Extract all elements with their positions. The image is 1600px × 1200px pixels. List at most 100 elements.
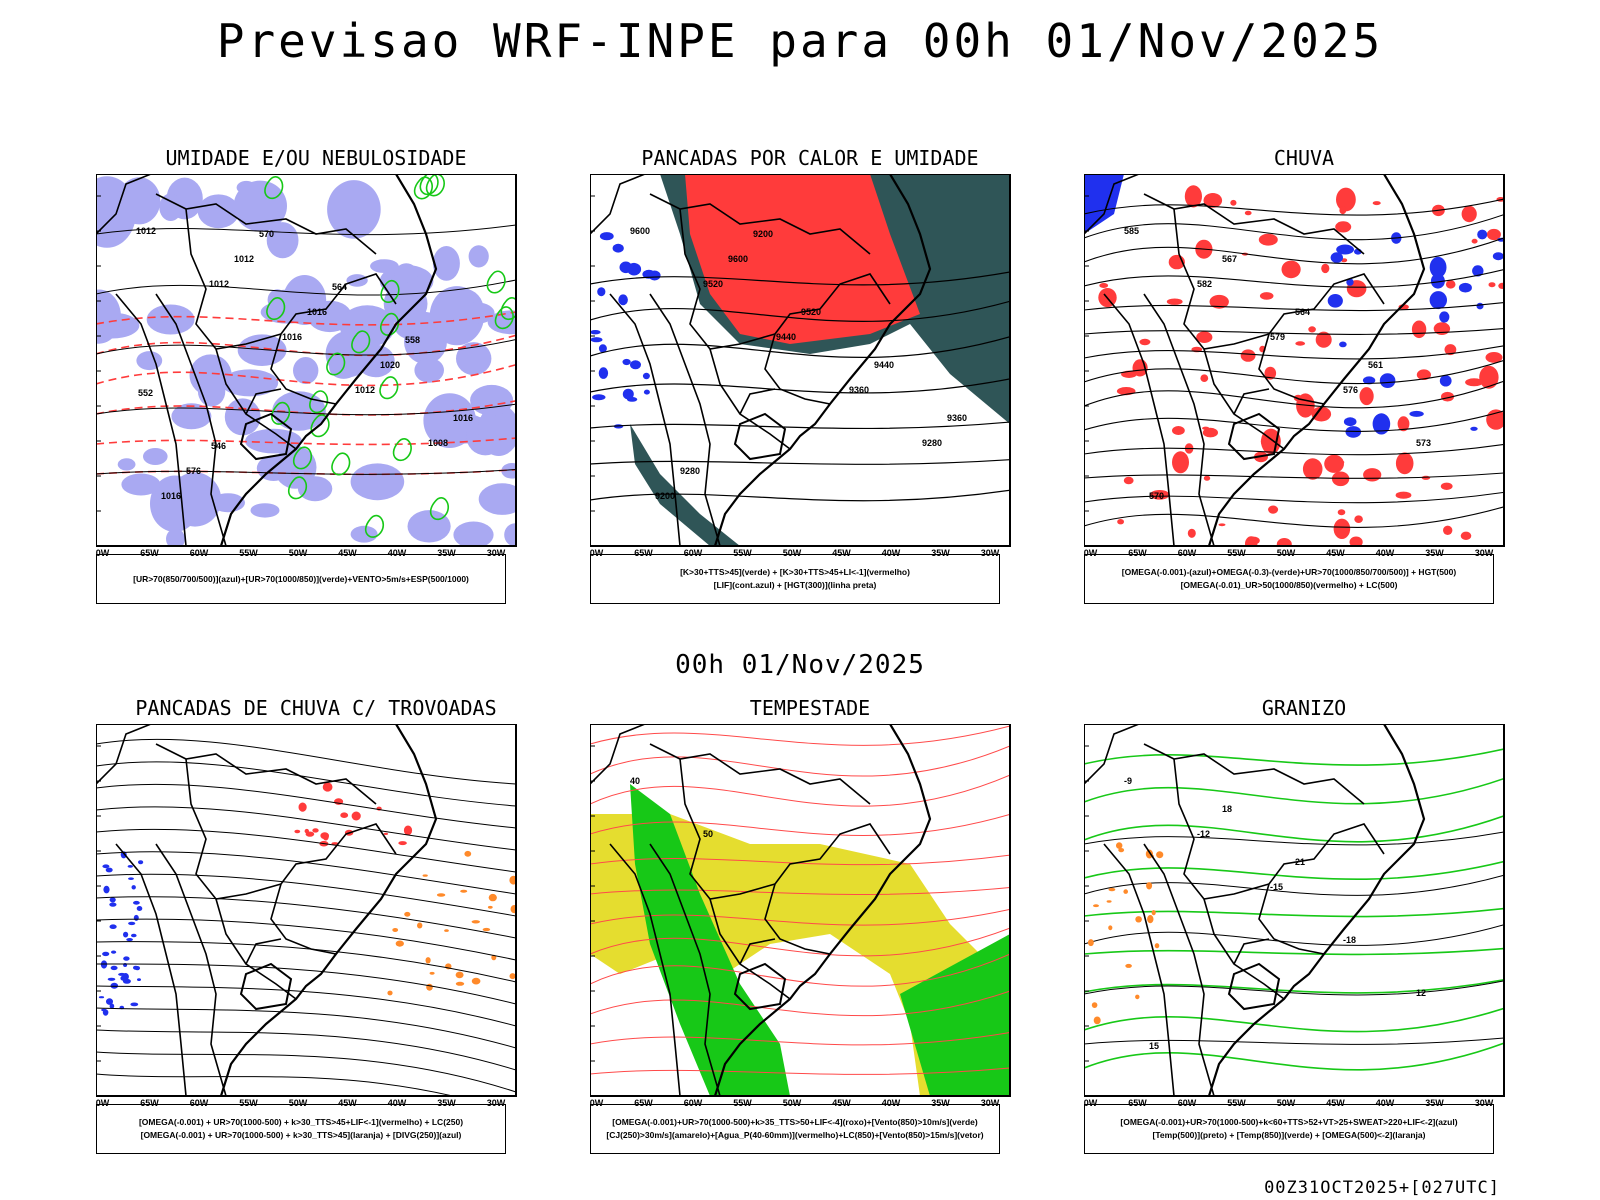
coastline [1207, 724, 1426, 1096]
state-border [609, 843, 681, 1096]
rain-red-area [1196, 331, 1213, 343]
contour-label: 1016 [161, 491, 181, 501]
lon-tick-label: 70W [590, 548, 604, 558]
humidity-azul-area [118, 177, 161, 225]
divg-blue-area [109, 902, 117, 907]
uruguay-border [1227, 962, 1281, 1011]
streamline [96, 985, 516, 1027]
humidity-verde-contour [310, 414, 330, 438]
red-area [383, 832, 388, 835]
coastline [713, 724, 932, 1096]
contour-label: 573 [1416, 438, 1431, 448]
state-border [1258, 883, 1325, 955]
contour-label: -18 [1343, 935, 1356, 945]
thickness-contour [96, 437, 516, 446]
hgt500-contour [1084, 472, 1504, 479]
rain-red-area [1395, 452, 1414, 475]
divg-blue-area [102, 864, 110, 869]
state-border [649, 293, 721, 546]
rain-red-area [1117, 519, 1124, 525]
thickness-contour [96, 400, 516, 416]
orange-area [426, 983, 433, 991]
rain-red-area [1172, 426, 1185, 435]
coastline-west [590, 724, 646, 785]
orange-area [425, 957, 431, 964]
streamline [96, 963, 516, 1005]
thickness-contour [96, 311, 516, 326]
state-border [1268, 823, 1385, 885]
humidity-verde-contour [264, 176, 284, 200]
orange-area [444, 929, 449, 932]
humidity-verde-contour [292, 446, 313, 470]
divg-blue-area [120, 975, 128, 981]
coastline-west [590, 174, 646, 235]
omega-orange-area [1093, 904, 1099, 908]
state-border [280, 273, 397, 335]
hgt500-contour [1084, 214, 1504, 241]
rain-red-area [1486, 409, 1504, 430]
rain-red-area [1486, 228, 1501, 241]
rain-red-area [1244, 210, 1252, 216]
rain-red-area [1363, 468, 1382, 482]
orange-area [392, 928, 399, 932]
contour-label: 564 [1295, 307, 1310, 317]
humidity-azul-area [356, 344, 395, 378]
rain-red-area [1203, 193, 1223, 208]
rain-blue-area [1336, 244, 1354, 255]
divg-blue-area [120, 851, 127, 859]
humidity-verde-contour [351, 330, 371, 354]
rain-red-area [1184, 185, 1202, 208]
lon-tick-label: 55W [239, 548, 258, 558]
map-frame: 1012 1012 1016 1012 1008 1016 1012 1016 1020 1016… [96, 174, 517, 558]
lon-tick-label: 30W [487, 1098, 506, 1108]
divg-blue-area [136, 906, 143, 911]
rain-red-area [1123, 476, 1134, 485]
contour-label: 1016 [453, 413, 473, 423]
temp850-contour [1084, 860, 1504, 880]
humidity-azul-area [121, 473, 161, 496]
rain-blue-area [1339, 341, 1347, 348]
legend-line: [OMEGA(-0.001) + UR>70(1000-500) + k>30_… [138, 1117, 464, 1127]
humidity-azul-area [453, 521, 494, 546]
orange-area [464, 850, 472, 857]
lon-tick-label: 30W [1475, 548, 1494, 558]
divg-blue-area [102, 951, 110, 957]
lon-tick-label: 60W [684, 548, 703, 558]
contour-label: 21 [1295, 857, 1305, 867]
rain-red-area [1444, 344, 1457, 356]
hgt500-contour [1084, 443, 1504, 456]
contour-label: 9520 [801, 307, 821, 317]
orange-area [509, 875, 516, 885]
rain-blue-area [1470, 426, 1478, 431]
lon-tick-label: 60W [684, 1098, 703, 1108]
coastline-west [1084, 724, 1140, 785]
divg-blue-area [127, 865, 133, 868]
omega-orange-area [1108, 925, 1113, 931]
temp500-contour [1084, 924, 1504, 946]
lon-tick-label: 50W [783, 1098, 802, 1108]
state-border [1258, 333, 1325, 405]
hgt300-contour [590, 300, 1010, 322]
panel-title: UMIDADE E/OU NEBULOSIDADE [165, 146, 467, 170]
rain-red-area [1264, 366, 1277, 380]
coastline [219, 174, 438, 546]
lon-tick-label: 60W [190, 548, 209, 558]
temp850-contour [1084, 907, 1504, 918]
uruguay-border [239, 412, 293, 461]
omega-orange-area [1135, 994, 1140, 1000]
lon-tick-label: 60W [1178, 1098, 1197, 1108]
divg-blue-area [128, 877, 134, 880]
lc850-contour [590, 813, 1010, 836]
rain-red-area [1187, 528, 1196, 538]
hgt500-contour [1084, 237, 1504, 265]
rain-red-area [1440, 482, 1453, 490]
streamline [96, 806, 516, 851]
humidity-verde-contour [494, 306, 514, 330]
rain-red-area [1324, 454, 1344, 473]
humidity-azul-area [293, 357, 319, 384]
map-frame: 405012S15S18S21S24S27S30S33S36S39S42S70W… [590, 724, 1011, 1108]
state-border [245, 388, 282, 415]
humidity-azul-area [407, 510, 451, 543]
orange-area [509, 973, 516, 980]
humidity-azul-area [166, 528, 185, 546]
